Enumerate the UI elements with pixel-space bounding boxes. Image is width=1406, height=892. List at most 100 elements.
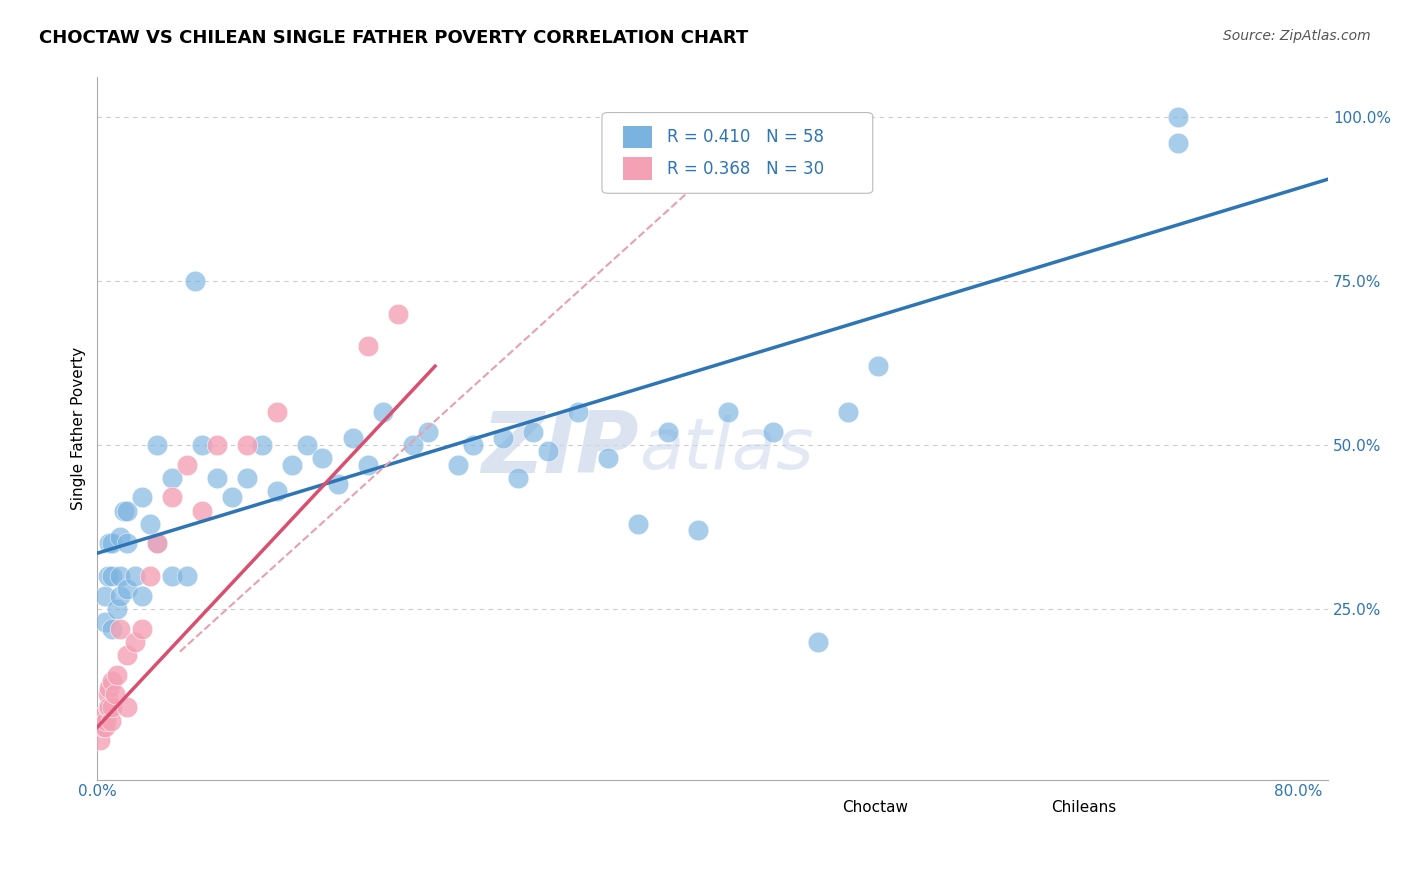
Text: Choctaw: Choctaw	[842, 800, 908, 815]
Y-axis label: Single Father Poverty: Single Father Poverty	[72, 347, 86, 510]
Point	[100, 714, 122, 728]
Point	[117, 536, 139, 550]
Point	[131, 589, 153, 603]
Point	[146, 536, 169, 550]
Point	[98, 681, 121, 695]
Point	[342, 431, 364, 445]
Point	[807, 634, 830, 648]
Point	[236, 438, 259, 452]
Point	[326, 477, 349, 491]
Text: atlas: atlas	[638, 415, 814, 484]
Point	[117, 648, 139, 662]
Point	[124, 634, 146, 648]
Point	[94, 706, 117, 721]
Point	[522, 425, 544, 439]
Point	[461, 438, 484, 452]
Point	[356, 339, 378, 353]
Point	[96, 714, 118, 728]
Point	[98, 700, 121, 714]
Point	[191, 438, 214, 452]
Point	[94, 720, 117, 734]
Point	[416, 425, 439, 439]
Point	[146, 438, 169, 452]
Point	[236, 471, 259, 485]
FancyBboxPatch shape	[602, 112, 873, 194]
Point	[537, 444, 560, 458]
Point	[117, 700, 139, 714]
Point	[387, 307, 409, 321]
Point	[98, 536, 121, 550]
Point	[101, 569, 124, 583]
Point	[139, 516, 162, 531]
Point	[108, 622, 131, 636]
Point	[191, 503, 214, 517]
Point	[89, 733, 111, 747]
Point	[567, 405, 589, 419]
Text: ZIP: ZIP	[481, 408, 638, 491]
Point	[131, 491, 153, 505]
Point	[162, 491, 184, 505]
Text: R = 0.410   N = 58: R = 0.410 N = 58	[668, 128, 824, 146]
Point	[252, 438, 274, 452]
Point	[266, 483, 288, 498]
Point	[401, 438, 423, 452]
Point	[1167, 110, 1189, 124]
Point	[94, 589, 117, 603]
Point	[97, 569, 120, 583]
Point	[762, 425, 785, 439]
Point	[281, 458, 304, 472]
Point	[146, 536, 169, 550]
Point	[139, 569, 162, 583]
Point	[686, 523, 709, 537]
Point	[371, 405, 394, 419]
Point	[866, 359, 889, 374]
Point	[491, 431, 513, 445]
Point	[627, 516, 650, 531]
Point	[101, 700, 124, 714]
FancyBboxPatch shape	[806, 797, 832, 818]
Point	[131, 622, 153, 636]
Point	[717, 405, 740, 419]
Point	[311, 451, 333, 466]
Point	[356, 458, 378, 472]
Point	[176, 569, 198, 583]
Text: Chileans: Chileans	[1052, 800, 1116, 815]
FancyBboxPatch shape	[1014, 797, 1042, 818]
Point	[297, 438, 319, 452]
Point	[97, 700, 120, 714]
Point	[105, 602, 128, 616]
Point	[176, 458, 198, 472]
Point	[117, 582, 139, 597]
Point	[124, 569, 146, 583]
Point	[221, 491, 243, 505]
Text: CHOCTAW VS CHILEAN SINGLE FATHER POVERTY CORRELATION CHART: CHOCTAW VS CHILEAN SINGLE FATHER POVERTY…	[39, 29, 748, 46]
Point	[117, 503, 139, 517]
Point	[105, 667, 128, 681]
Point	[162, 471, 184, 485]
Point	[506, 471, 529, 485]
Point	[108, 530, 131, 544]
Point	[207, 471, 229, 485]
Point	[97, 687, 120, 701]
Point	[94, 615, 117, 629]
Point	[1167, 136, 1189, 150]
Point	[93, 720, 115, 734]
Point	[596, 451, 619, 466]
FancyBboxPatch shape	[623, 158, 652, 180]
Point	[112, 503, 135, 517]
Point	[104, 687, 127, 701]
Text: Source: ZipAtlas.com: Source: ZipAtlas.com	[1223, 29, 1371, 43]
Point	[837, 405, 859, 419]
Point	[446, 458, 468, 472]
Point	[266, 405, 288, 419]
FancyBboxPatch shape	[623, 126, 652, 148]
Point	[162, 569, 184, 583]
Point	[101, 622, 124, 636]
Point	[207, 438, 229, 452]
Point	[101, 674, 124, 689]
Point	[101, 536, 124, 550]
Point	[184, 274, 207, 288]
Point	[108, 589, 131, 603]
Point	[108, 569, 131, 583]
Point	[90, 714, 112, 728]
